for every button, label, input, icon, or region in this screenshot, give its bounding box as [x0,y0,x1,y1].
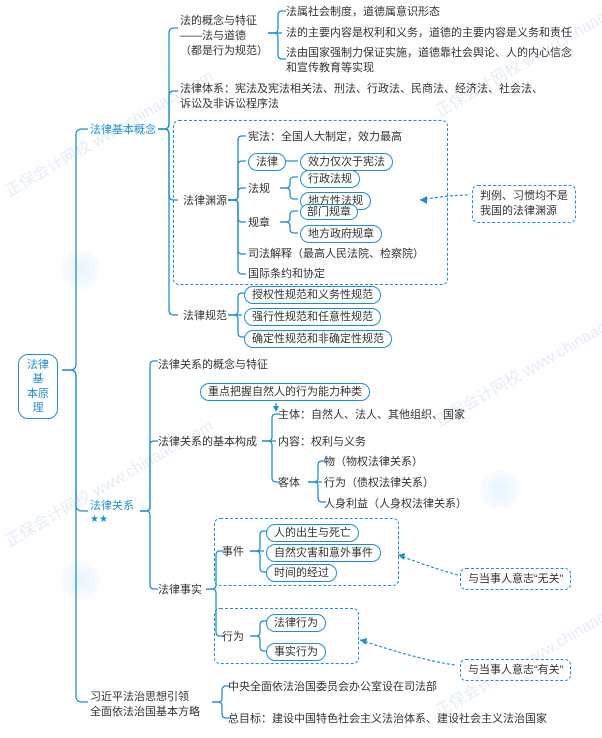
b1c4r2: 强行性规范和任意性规范 [244,308,381,326]
b3: 习近平法治思想引领 全面依法治国基本方略 [90,690,200,720]
wm-icon [60,250,100,290]
gz: 规章 [248,216,270,230]
b2: 法律关系 [90,499,134,513]
sj1: 人的出生与死亡 [266,524,359,542]
b1c4: 法律规范 [183,309,227,323]
k2: 行为（债权法律关系） [324,476,434,490]
fl-note: 效力仅次于宪法 [300,153,393,171]
wm: 正保会计网校 www.chinaacc.com [0,412,217,551]
b3r2: 总目标：建设中国特色社会主义法治体系、建设社会主义法治国家 [228,712,547,726]
fg1: 行政法规 [300,170,360,188]
b1c1r2: 法的主要内容是权利和义务，道德的主要内容是义务和责任 [286,26,572,40]
k1: 物（物权法律关系） [324,455,423,469]
xw2: 事实行为 [266,643,326,661]
sources-note: 判例、习惯均不是 我国的法律渊源 [472,185,576,223]
b1c3: 法律渊源 [183,194,227,208]
b1c1r3: 法由国家强制力保证实施，道德靠社会舆论、人的内心信念 和宣传教育等实现 [286,46,572,76]
b2c1: 法律关系的概念与特征 [158,358,268,372]
b1c4r1: 授权性规范和义务性规范 [244,286,381,304]
xw1: 法律行为 [266,614,326,632]
note1: 与当事人意志“无关” [460,568,571,590]
gj: 国际条约和协定 [248,267,325,281]
b2-stars: ★★ [90,513,108,526]
b1c1: 法的概念与特征 ——法与道德 （都是行为规范） [180,14,268,59]
nr: 内容：权利与义务 [278,435,366,449]
sf: 司法解释（最高人民法院、检察院） [248,247,424,261]
zt: 主体：自然人、法人、其他组织、国家 [278,408,465,422]
gz2: 地方政府规章 [300,225,382,243]
kt: 客体 [278,476,300,490]
b1c4r3: 确定性规范和非确定性规范 [244,330,392,348]
wm-icon [60,560,100,600]
sj: 事件 [222,545,244,559]
xw: 行为 [222,630,244,644]
xf: 宪法：全国人大制定，效力最高 [248,130,402,144]
fl: 法律 [248,153,286,171]
fg: 法规 [248,182,270,196]
b1c2: 法律体系：宪法及宪法相关法、刑法、行政法、民商法、经济法、社会法、 诉讼及非诉讼… [180,82,543,112]
b2c2: 法律关系的基本构成 [158,435,257,449]
b2c3: 法律事实 [158,583,202,597]
gz1: 部门规章 [300,204,358,220]
sj2: 自然灾害和意外事件 [266,544,381,562]
wm-icon [480,470,520,510]
root: 法律基 本原理 [18,354,58,419]
wm: 正保会计网校 www.chinaacc.com [430,582,602,721]
b1c1r1: 法属社会制度，道德属意识形态 [286,5,440,19]
b3r1: 中央全面依法治国委员会办公室设在司法部 [228,680,437,694]
sj3: 时间的经过 [266,564,337,582]
b2tip: 重点把握自然人的行为能力种类 [200,383,370,401]
b1: 法律基本概念 [90,123,156,137]
note2: 与当事人意志“有关” [460,659,571,681]
k3: 人身利益（人身权法律关系） [324,497,467,511]
